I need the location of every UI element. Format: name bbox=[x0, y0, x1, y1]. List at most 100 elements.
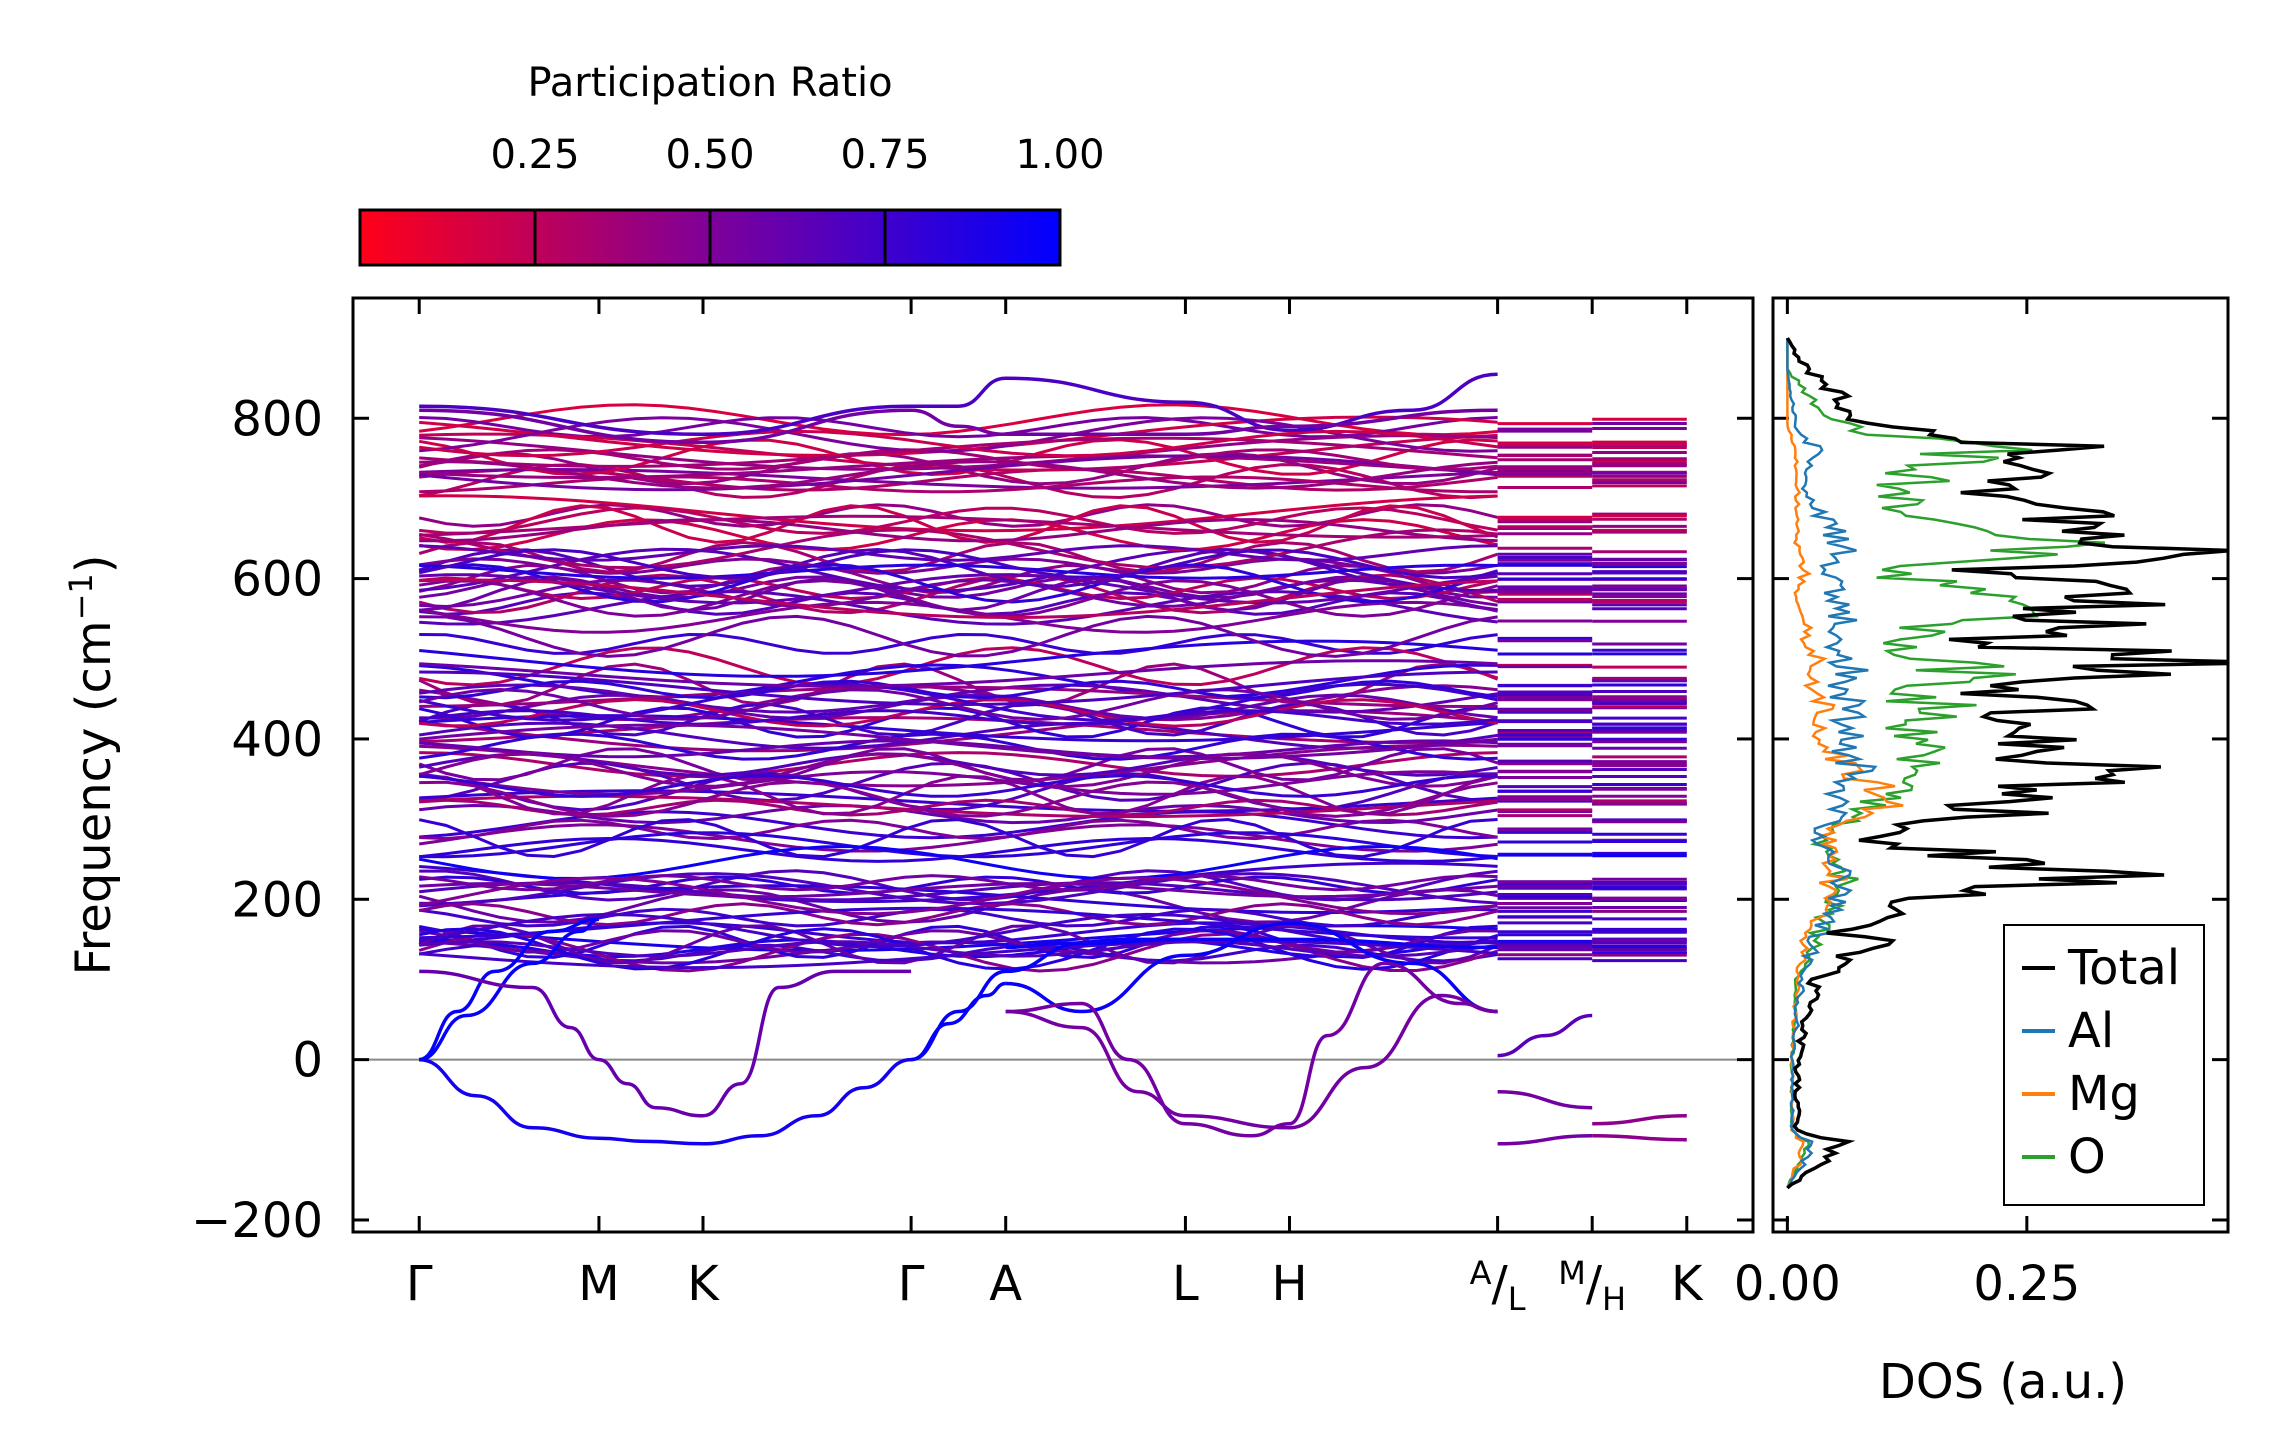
soft-mode-branch bbox=[1497, 1134, 1593, 1146]
soft-mode-branch bbox=[419, 969, 912, 1118]
band-axes-frame bbox=[351, 296, 1755, 1234]
optical-band bbox=[419, 939, 1498, 970]
y-tick-label: 200 bbox=[231, 872, 323, 928]
optical-band bbox=[419, 578, 1498, 609]
dos-x-tick-label: 0.00 bbox=[1734, 1256, 1841, 1312]
optical-band bbox=[419, 403, 1498, 437]
y-tick-label: 800 bbox=[231, 391, 323, 447]
optical-band bbox=[419, 723, 1498, 761]
optical-band bbox=[418, 823, 1498, 853]
dos-x-tick-label: 0.25 bbox=[1973, 1256, 2080, 1312]
optical-band bbox=[419, 573, 1498, 605]
optical-band bbox=[419, 429, 1498, 458]
dos-series-mg bbox=[1786, 338, 1904, 1189]
optical-band bbox=[419, 939, 1498, 958]
optical-band bbox=[419, 881, 1498, 899]
optical-band bbox=[418, 912, 1498, 949]
legend: Total Al Mg O bbox=[2003, 924, 2205, 1206]
soft-mode-branch bbox=[1592, 1134, 1687, 1142]
optical-band bbox=[418, 732, 1498, 761]
colorbar-tick-label: 1.00 bbox=[1015, 132, 1104, 178]
y-tick-label: −200 bbox=[191, 1193, 323, 1249]
acoustic-branch bbox=[910, 937, 1186, 1062]
colorbar-tick-label: 0.50 bbox=[665, 132, 754, 178]
dos-series-al bbox=[1786, 338, 1878, 1189]
optical-band bbox=[418, 902, 1498, 927]
colorbar: Participation Ratio 0.25 0.50 0.75 1.00 bbox=[358, 60, 1105, 267]
optical-band bbox=[419, 818, 1498, 841]
optical-band bbox=[419, 614, 1498, 658]
dos-series-total bbox=[1785, 337, 2228, 1190]
colorbar-label: Participation Ratio bbox=[527, 60, 892, 106]
acoustic-branch bbox=[419, 1057, 704, 1146]
optical-band bbox=[418, 548, 1498, 580]
y-axis-label: Frequency (cm−1) bbox=[62, 554, 122, 975]
colorbar-tick-label: 0.25 bbox=[490, 132, 579, 178]
top-branch bbox=[419, 408, 1498, 445]
optical-band bbox=[418, 876, 1498, 916]
soft-mode-branch bbox=[1592, 1114, 1687, 1126]
top-branch bbox=[419, 372, 1498, 437]
acoustic-branch bbox=[418, 917, 600, 1062]
optical-band bbox=[419, 475, 1498, 494]
band-y-ticks: −200 0 200 400 600 800 bbox=[191, 391, 2228, 1249]
acoustic-branch bbox=[418, 917, 599, 1062]
optical-band bbox=[419, 683, 1498, 714]
soft-mode-branch bbox=[1497, 1089, 1593, 1110]
colorbar-tick-label: 0.75 bbox=[840, 132, 929, 178]
soft-mode-branch bbox=[1005, 961, 1498, 1138]
optical-band bbox=[419, 563, 1498, 580]
dos-ticks: 0.00 0.25 bbox=[1734, 298, 2080, 1312]
optical-band bbox=[419, 872, 1498, 906]
optical-band bbox=[419, 874, 1498, 892]
optical-band bbox=[419, 670, 1498, 707]
optical-band bbox=[418, 751, 1498, 789]
optical-band bbox=[419, 639, 1498, 678]
optical-band bbox=[419, 709, 1498, 726]
optical-band bbox=[419, 921, 1498, 945]
soft-mode-branch bbox=[1497, 1013, 1593, 1058]
optical-band bbox=[419, 836, 1498, 863]
x-tick-label: A/L bbox=[1470, 1254, 1526, 1318]
y-tick-label: 600 bbox=[231, 552, 323, 608]
optical-band bbox=[419, 416, 1498, 453]
optical-band bbox=[418, 438, 1498, 477]
x-tick-label: M/H bbox=[1558, 1254, 1626, 1318]
optical-band bbox=[418, 682, 1498, 722]
acoustic-branch bbox=[910, 981, 1006, 1062]
optical-band bbox=[419, 659, 1498, 688]
band-x-ticks: Γ M K Γ A L H A/L M/H K bbox=[406, 298, 1704, 1318]
y-tick-label: 0 bbox=[292, 1033, 323, 1089]
optical-band bbox=[419, 780, 1498, 818]
legend-label: Total bbox=[2067, 940, 2180, 996]
optical-band bbox=[419, 698, 1498, 728]
x-tick-label: A bbox=[989, 1256, 1022, 1312]
optical-band bbox=[419, 632, 1498, 655]
dos-lines bbox=[1785, 337, 2228, 1190]
x-tick-label: H bbox=[1271, 1256, 1307, 1312]
optical-band bbox=[418, 706, 1498, 739]
optical-band bbox=[419, 494, 1498, 533]
optical-band bbox=[419, 578, 1498, 620]
acoustic-branch bbox=[1005, 921, 1498, 1014]
x-tick-label: L bbox=[1172, 1256, 1199, 1312]
optical-band bbox=[419, 544, 1498, 562]
optical-band bbox=[419, 789, 1498, 813]
acoustic-branch bbox=[1005, 937, 1498, 950]
x-tick-label: K bbox=[687, 1256, 720, 1312]
legend-label: Al bbox=[2068, 1003, 2114, 1059]
colorbar-ticks: 0.25 0.50 0.75 1.00 bbox=[490, 132, 1105, 265]
optical-band bbox=[418, 927, 1499, 971]
optical-band bbox=[419, 751, 1498, 778]
x-tick-label: Γ bbox=[898, 1256, 925, 1312]
optical-band bbox=[419, 454, 1498, 492]
soft-mode-branch bbox=[1005, 993, 1498, 1130]
optical-band bbox=[418, 752, 1498, 777]
x-tick-label: K bbox=[1671, 1256, 1704, 1312]
band-lines bbox=[353, 372, 1753, 1146]
y-tick-label: 400 bbox=[231, 712, 323, 768]
optical-band bbox=[419, 460, 1498, 490]
x-tick-label: Γ bbox=[406, 1256, 433, 1312]
optical-band bbox=[419, 514, 1498, 539]
